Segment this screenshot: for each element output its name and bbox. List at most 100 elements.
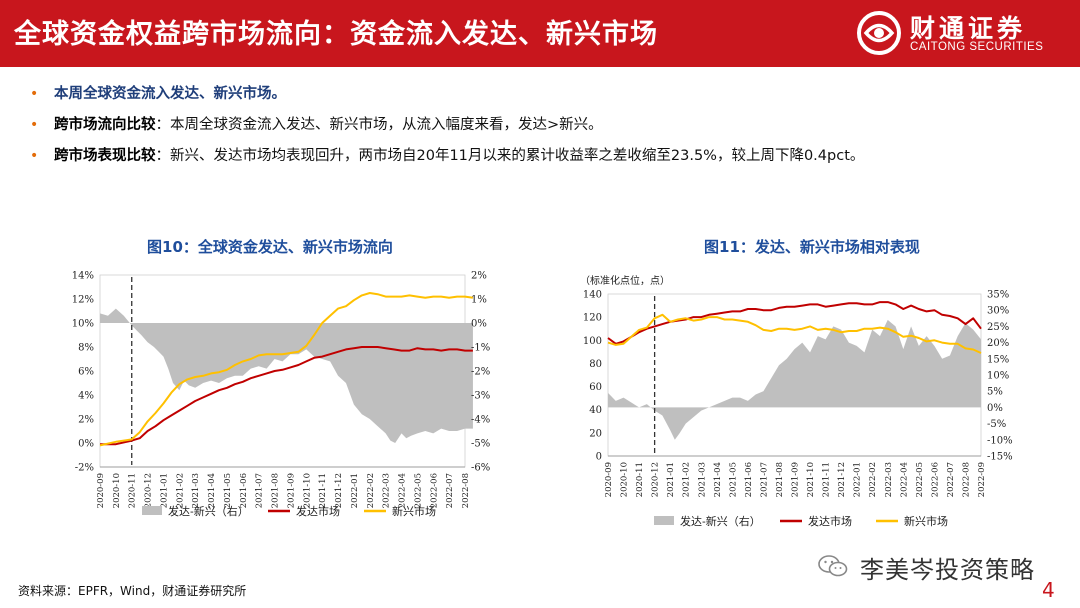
logo-text-en: CAITONG SECURITIES — [910, 41, 1044, 53]
x-tick-label: 2022-04 — [899, 462, 909, 497]
page-title: 全球资金权益跨市场流向：资金流入发达、新兴市场 — [14, 19, 658, 50]
legend-label-emerging: 新兴市场 — [904, 514, 948, 528]
x-tick-label: 2021-08 — [775, 462, 785, 497]
summary-bullets: • 本周全球资金流入发达、新兴市场。 • 跨市场流向比较：本周全球资金流入发达、… — [30, 84, 1060, 177]
x-tick-label: 2022-07 — [445, 473, 455, 508]
y2-tick-label: 20% — [987, 338, 1009, 349]
y-tick-label: 12% — [72, 295, 94, 306]
x-tick-label: 2020-09 — [604, 462, 614, 497]
x-tick-label: 2021-01 — [159, 473, 169, 508]
y-tick-label: 8% — [78, 343, 94, 354]
header-bar: 全球资金权益跨市场流向：资金流入发达、新兴市场 财通证券 CAITONG SEC… — [0, 0, 1080, 67]
bullet-dot-icon: • — [30, 148, 39, 164]
y2-tick-label: -5% — [987, 419, 1006, 430]
y2-tick-label: -10% — [987, 435, 1013, 446]
x-tick-label: 2021-07 — [255, 473, 265, 508]
x-tick-label: 2021-08 — [271, 473, 281, 508]
x-tick-label: 2021-09 — [286, 473, 296, 508]
x-tick-label: 2022-01 — [853, 462, 863, 497]
y2-tick-label: 10% — [987, 371, 1009, 382]
y2-tick-label: 35% — [987, 290, 1009, 301]
x-tick-label: 2021-06 — [744, 462, 754, 497]
y2-tick-label: 5% — [987, 387, 1003, 398]
y2-tick-label: -5% — [471, 439, 490, 450]
source-note: 资料来源：EPFR，Wind，财通证券研究所 — [18, 584, 247, 598]
x-tick-label: 2022-06 — [930, 462, 940, 497]
x-tick-label: 2022-02 — [868, 462, 878, 497]
legend-label-developed: 发达市场 — [296, 504, 340, 518]
x-tick-label: 2021-10 — [806, 462, 816, 497]
x-tick-label: 2021-02 — [175, 473, 185, 508]
y-tick-label: 60 — [589, 382, 602, 393]
legend-label-developed: 发达市场 — [808, 514, 852, 528]
y-tick-label: 80 — [589, 359, 602, 370]
y-tick-label: 100 — [583, 336, 602, 347]
bullet-item: • 跨市场流向比较：本周全球资金流入发达、新兴市场，从流入幅度来看，发达>新兴。 — [30, 115, 1060, 146]
wechat-name: 李美岑投资策略 — [860, 556, 1035, 584]
y2-tick-label: -2% — [471, 367, 490, 378]
y2-tick-label: 30% — [987, 306, 1009, 317]
x-tick-label: 2021-06 — [239, 473, 249, 508]
bullet-item: • 跨市场表现比较：新兴、发达市场均表现回升，两市场自20年11月以来的累计收益… — [30, 146, 1060, 177]
series-line-developed — [607, 301, 982, 345]
x-tick-label: 2020-09 — [96, 473, 106, 508]
series-area-diff — [608, 319, 981, 440]
wechat-icon — [818, 555, 848, 577]
y-tick-label: 140 — [583, 290, 602, 301]
x-tick-label: 2020-12 — [144, 473, 154, 508]
y-tick-label: 40 — [589, 405, 602, 416]
bullet-dot-icon: • — [30, 117, 39, 133]
x-tick-label: 2021-07 — [759, 462, 769, 497]
x-tick-label: 2022-08 — [961, 462, 971, 497]
x-tick-label: 2022-09 — [977, 462, 987, 497]
y2-tick-label: -15% — [987, 452, 1013, 463]
x-tick-label: 2022-07 — [946, 462, 956, 497]
y2-tick-label: 25% — [987, 322, 1009, 333]
bullet-body: ：新兴、发达市场均表现回升，两市场自20年11月以来的累计收益率之差收缩至23.… — [155, 148, 865, 164]
x-tick-label: 2021-04 — [207, 473, 217, 508]
y-tick-label: 20 — [589, 428, 602, 439]
legend-label-diff: 发达-新兴（右） — [168, 504, 249, 518]
x-tick-label: 2020-10 — [620, 462, 630, 497]
series-line-developed — [100, 346, 473, 446]
y-tick-label: 4% — [78, 391, 94, 402]
y2-tick-label: 2% — [471, 271, 487, 282]
bullet-item: • 本周全球资金流入发达、新兴市场。 — [30, 84, 1060, 115]
unit-note: （标准化点位，点） — [580, 274, 670, 287]
x-tick-label: 2021-03 — [697, 462, 707, 497]
company-logo: 财通证券 CAITONG SECURITIES — [846, 8, 1070, 60]
y2-tick-label: -1% — [471, 343, 490, 354]
chart2-title: 图11：发达、新兴市场相对表现 — [704, 238, 920, 256]
y2-tick-label: 0% — [987, 403, 1003, 414]
x-tick-label: 2021-05 — [223, 473, 233, 508]
x-tick-label: 2022-02 — [366, 473, 376, 508]
bullet-body: ：本周全球资金流入发达、新兴市场，从流入幅度来看，发达>新兴。 — [155, 117, 603, 133]
x-tick-label: 2021-11 — [822, 462, 832, 497]
x-tick-label: 2022-03 — [884, 462, 894, 497]
y2-tick-label: 0% — [471, 319, 487, 330]
x-tick-label: 2022-03 — [382, 473, 392, 508]
chart-relative-performance: （标准化点位，点） 0 20 40 60 80 100 120 140 -15% -10% -5% 0%… — [580, 274, 1013, 528]
x-tick-label: 2021-12 — [334, 473, 344, 508]
chart1-title: 图10：全球资金发达、新兴市场流向 — [147, 238, 393, 256]
x-tick-label: 2021-05 — [728, 462, 738, 497]
bullet-lead: 跨市场表现比较 — [54, 148, 156, 164]
x-tick-label: 2021-12 — [837, 462, 847, 497]
x-tick-label: 2022-04 — [398, 473, 408, 508]
y2-tick-label: -6% — [471, 463, 490, 474]
x-tick-label: 2021-02 — [682, 462, 692, 497]
logo-text-cn: 财通证券 — [910, 14, 1027, 43]
series-line-emerging — [99, 292, 474, 447]
legend-swatch-diff — [654, 516, 674, 525]
y-tick-label: 2% — [78, 415, 94, 426]
legend-label-emerging: 新兴市场 — [392, 504, 436, 518]
bullet-dot-icon: • — [30, 86, 39, 102]
x-tick-label: 2021-09 — [791, 462, 801, 497]
x-tick-label: 2021-10 — [302, 473, 312, 508]
y-tick-label: 0% — [78, 439, 94, 450]
x-tick-label: 2021-01 — [666, 462, 676, 497]
bullet-lead: 跨市场流向比较 — [54, 117, 156, 133]
x-tick-label: 2022-06 — [429, 473, 439, 508]
chart-fund-flows: -2% 0% 2% 4% 6% 8% 10% 12% 14% -6% -5% -4% -3% -2% -1%… — [72, 271, 490, 519]
x-tick-label: 2020-10 — [112, 473, 122, 508]
